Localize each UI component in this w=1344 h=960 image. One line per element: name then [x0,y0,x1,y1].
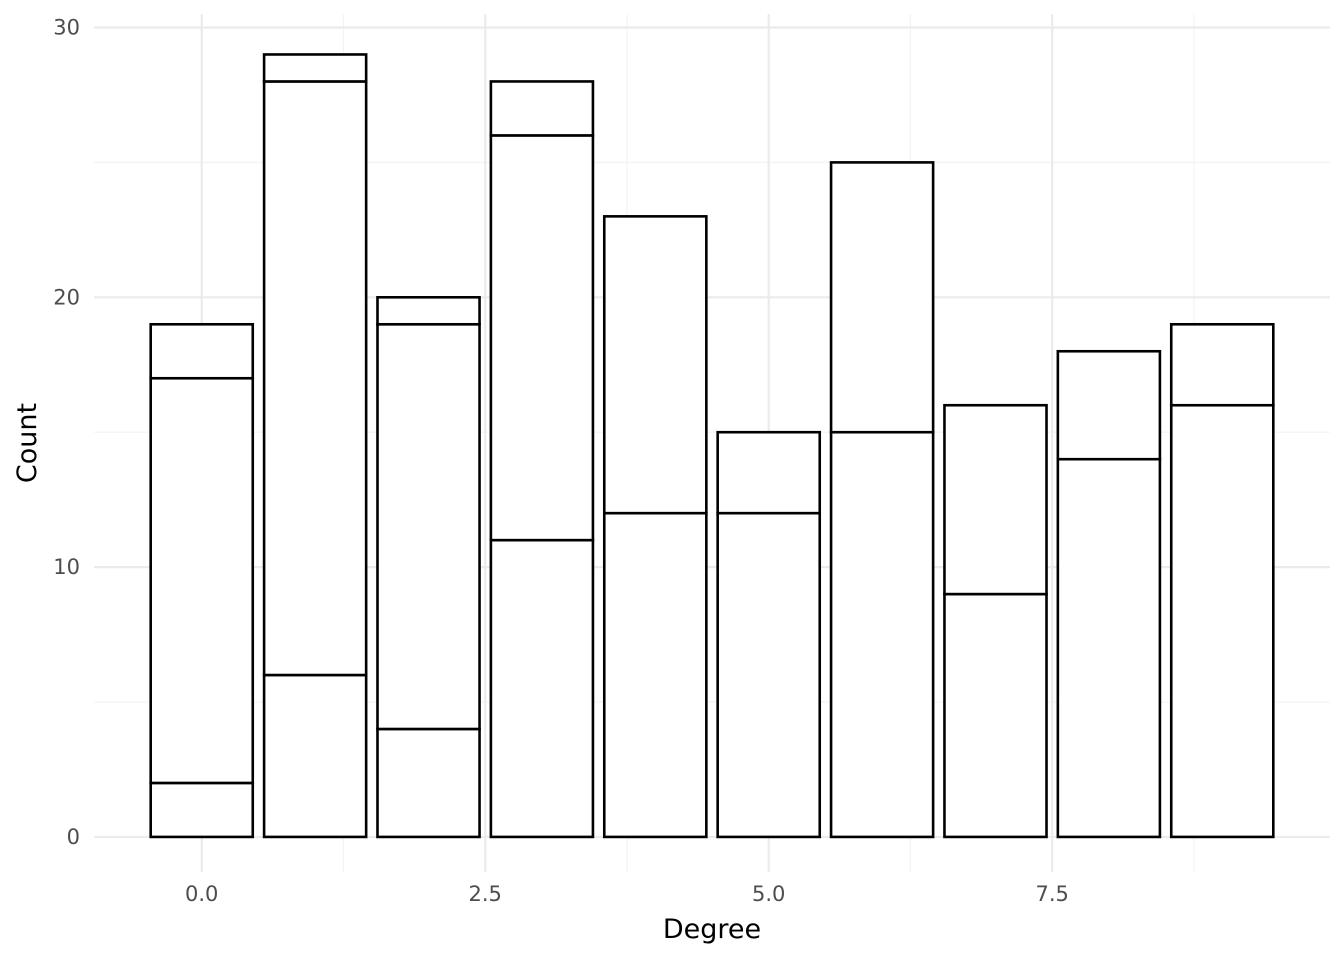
bar-segment [262,673,368,839]
bar-stack [1056,349,1162,839]
x-axis-title: Degree [663,914,761,945]
bar-stack [149,322,255,839]
y-axis-title: Count [12,403,43,483]
bar-segment [1169,322,1275,407]
bar-segment [489,538,595,839]
x-tick-label: 5.0 [752,882,785,906]
bar-stack [716,430,822,839]
bar-segment [1056,457,1162,839]
y-axis-ticks: 0 10 20 30 [53,15,80,848]
y-tick-label: 0 [67,825,80,849]
bar-segment [1056,349,1162,461]
x-tick-label: 2.5 [469,882,502,906]
bar-stack [376,296,481,839]
bar-segment [262,80,368,677]
bar-segment [489,134,595,542]
bar-segment [149,781,255,839]
bar-segment [1169,403,1275,839]
bar-segment [943,403,1048,596]
bar-stack [829,161,935,839]
x-tick-label: 7.5 [1035,882,1068,906]
bar-stack [1169,322,1275,839]
y-tick-label: 30 [53,15,80,39]
bar-segment [149,322,255,380]
x-axis-ticks: 0.0 2.5 5.0 7.5 [185,882,1069,906]
bar-segment [829,161,935,434]
bar-series [149,53,1275,839]
bar-segment [262,53,368,83]
y-tick-label: 20 [53,285,80,309]
bar-stack [602,215,708,839]
bar-segment [716,430,822,515]
x-tick-label: 0.0 [185,882,218,906]
bar-segment [376,727,481,839]
bar-segment [376,322,481,731]
y-tick-label: 10 [53,555,80,579]
bar-segment [149,376,255,785]
bar-segment [602,215,708,515]
bar-stack [262,53,368,839]
bar-segment [943,592,1048,839]
bar-stack [489,80,595,839]
bar-segment [829,430,935,839]
bar-stack [943,403,1048,839]
bar-segment [376,296,481,326]
bar-segment [489,80,595,137]
bar-segment [716,511,822,839]
bar-segment [602,511,708,839]
